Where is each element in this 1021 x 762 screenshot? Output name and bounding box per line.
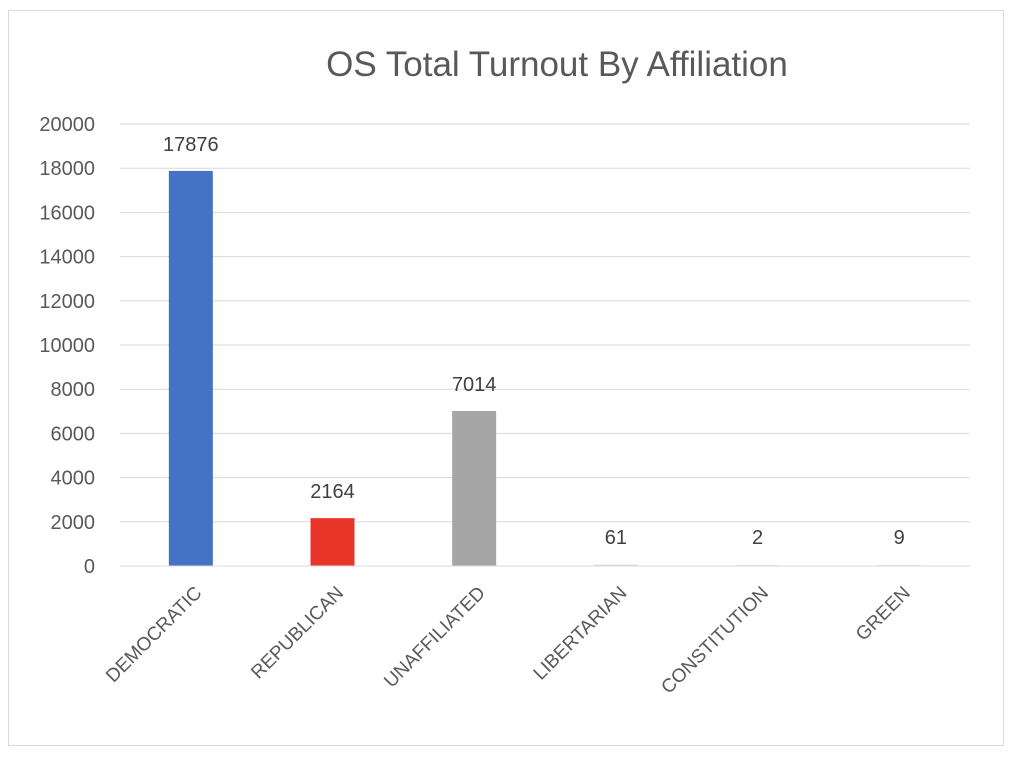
bar-unaffiliated <box>452 410 497 566</box>
data-label: 9 <box>894 527 905 549</box>
data-label: 17876 <box>163 134 219 156</box>
grid-lines <box>120 123 970 523</box>
y-axis-ticks: 0 2000 4000 6000 8000 10000 12000 14000 16000 180… <box>39 114 95 578</box>
y-tick-label: 10000 <box>39 335 95 357</box>
y-tick-label: 4000 <box>51 468 96 490</box>
x-category-label: CONSTITUTION <box>657 583 773 699</box>
y-tick-label: 0 <box>84 556 95 578</box>
y-tick-label: 18000 <box>39 158 95 180</box>
bar-democratic <box>168 170 213 566</box>
y-tick-label: 20000 <box>39 114 95 136</box>
x-category-label: GREEN <box>852 583 915 646</box>
data-label: 2 <box>752 527 763 549</box>
y-tick-label: 2000 <box>51 512 96 534</box>
x-category-label: DEMOCRATIC <box>102 583 206 687</box>
x-axis-categories: DEMOCRATIC REPUBLICAN UNAFFILIATED LIBERTAR… <box>102 583 914 699</box>
bar-republican <box>310 518 355 566</box>
data-labels: 17876 2164 7014 61 2 9 <box>163 134 905 549</box>
y-tick-label: 8000 <box>51 379 96 401</box>
chart-title: OS Total Turnout By Affiliation <box>326 45 788 84</box>
data-label: 61 <box>605 527 627 549</box>
x-category-label: REPUBLICAN <box>247 583 348 684</box>
x-category-label: LIBERTARIAN <box>530 583 632 685</box>
data-label: 7014 <box>452 374 497 396</box>
bars <box>168 170 922 566</box>
y-tick-label: 12000 <box>39 291 95 313</box>
data-label: 2164 <box>310 481 355 503</box>
x-category-label: UNAFFILIATED <box>380 583 489 692</box>
y-tick-label: 6000 <box>51 423 96 445</box>
y-tick-label: 16000 <box>39 202 95 224</box>
bar-libertarian <box>593 564 638 566</box>
y-tick-label: 14000 <box>39 247 95 269</box>
